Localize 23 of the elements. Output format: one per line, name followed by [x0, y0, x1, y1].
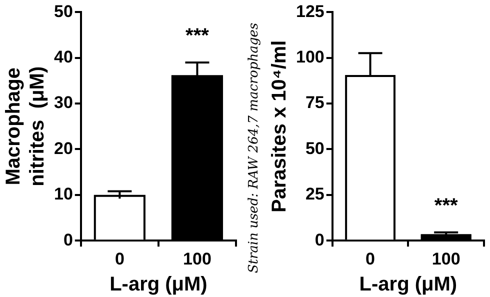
y-tick-label: 50: [305, 138, 324, 158]
y-tick-label: 100: [296, 48, 324, 67]
y-tick-label: 20: [54, 138, 73, 158]
y-axis-title: Macrophage nitrites (μM): [2, 66, 49, 186]
y-tick-label: 10: [54, 184, 73, 204]
x-axis-title: L-arg (μM): [359, 274, 458, 296]
y-tick-label: 0: [63, 230, 73, 250]
text: Strain used: RAW 264,7 macrophages: [246, 22, 262, 274]
y-tick-label: 50: [54, 2, 73, 21]
y-tick-label: 75: [305, 93, 324, 112]
annotation: ***: [186, 24, 210, 47]
y-tick-label: 25: [305, 184, 324, 204]
y-tick-label: 125: [296, 2, 324, 21]
y-tick-label: 0: [314, 230, 324, 250]
x-tick-label: 0: [366, 249, 376, 268]
annotation: ***: [434, 194, 458, 217]
x-tick-label: 0: [114, 249, 124, 268]
y-axis-title: Parasites x 10⁴/ml: [268, 40, 291, 213]
y-tick-label: 40: [54, 48, 73, 67]
x-axis-title: L-arg (μM): [110, 274, 208, 296]
x-tick-label: 100: [432, 249, 460, 268]
x-tick-label: 100: [183, 249, 212, 268]
y-tick-label: 30: [54, 93, 73, 112]
